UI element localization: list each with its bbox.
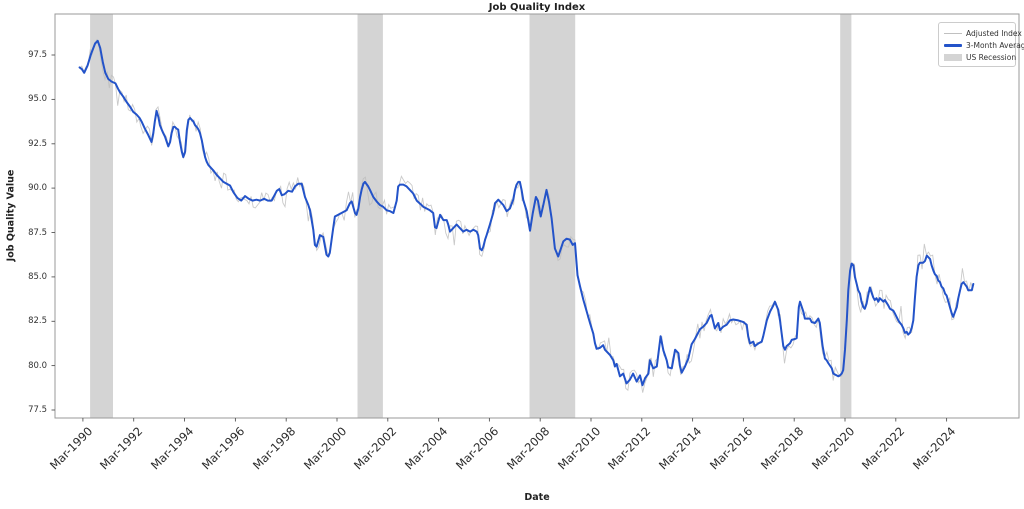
legend-label: Adjusted Index — [966, 28, 1022, 38]
y-tick-label: 97.5 — [28, 50, 47, 60]
y-tick-label: 90.0 — [28, 183, 47, 194]
y-tick-label: 80.0 — [28, 360, 47, 371]
y-tick-label: 85.0 — [28, 271, 47, 282]
plot-frame — [54, 13, 1020, 419]
recession-band — [529, 14, 576, 418]
legend-item-us-recession: US Recession — [944, 51, 1016, 63]
y-tick-label: 77.5 — [28, 405, 47, 415]
x-axis-label: Date — [524, 492, 550, 503]
y-axis-label: Job Quality Value — [5, 169, 17, 262]
thin-gray-line-icon — [944, 32, 962, 34]
legend: Adjusted Index 3-Month Average US Recess… — [938, 22, 1024, 67]
recession-band — [90, 14, 113, 418]
recession-band — [357, 14, 383, 418]
thick-blue-line-icon — [944, 43, 962, 47]
chart-title: Job Quality Index — [488, 2, 586, 13]
y-tick-label: 87.5 — [28, 227, 47, 238]
legend-item-adjusted-index: Adjusted Index — [944, 27, 1022, 39]
three-month-average-line — [78, 39, 975, 387]
y-tick-label: 95.0 — [28, 94, 47, 105]
legend-item-3-month-average: 3-Month Average — [944, 39, 1024, 51]
legend-label: US Recession — [966, 52, 1017, 62]
y-tick-label: 82.5 — [28, 316, 47, 327]
legend-label: 3-Month Average — [966, 40, 1024, 50]
y-tick-label: 92.5 — [28, 138, 47, 149]
recession-band — [840, 14, 852, 418]
adjusted-index-line — [79, 38, 974, 393]
gray-patch-icon — [944, 53, 962, 61]
